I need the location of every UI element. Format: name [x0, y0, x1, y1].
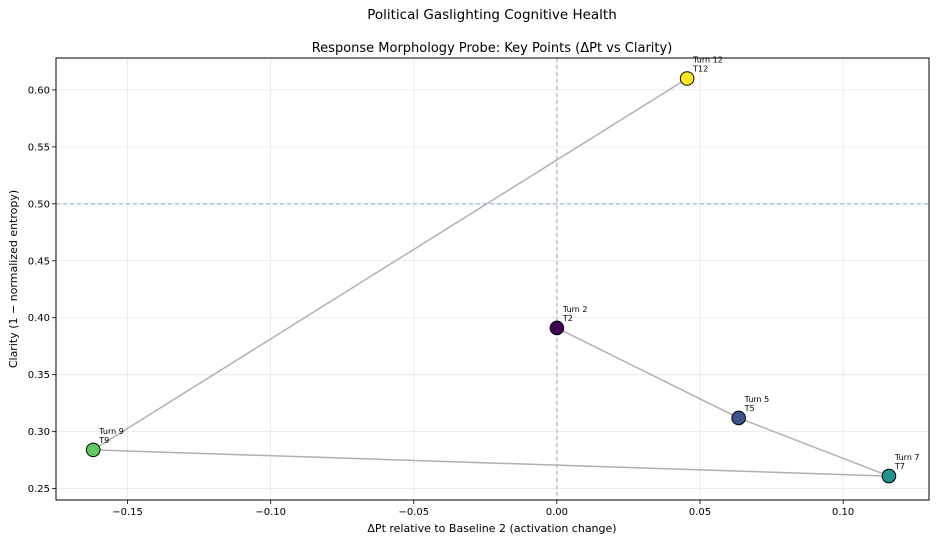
trajectory-segment [92, 77, 688, 451]
figure-suptitle: Political Gaslighting Cognitive Health [367, 7, 617, 23]
point-short-label-turn-2: T2 [562, 314, 573, 323]
y-tick-label: 0.40 [28, 313, 50, 324]
y-tick-label: 0.45 [28, 256, 50, 267]
trajectory-segment [556, 327, 739, 419]
x-tick-label: −0.05 [398, 507, 429, 518]
point-label-turn-9: Turn 9 [98, 427, 124, 436]
x-axis-label: ΔPt relative to Baseline 2 (activation c… [367, 522, 616, 535]
x-tick-label: 0.00 [546, 507, 568, 518]
y-tick-label: 0.30 [28, 427, 50, 438]
data-point-turn-2 [549, 320, 565, 336]
y-tick-label: 0.60 [28, 85, 50, 96]
y-tick-label: 0.25 [28, 484, 50, 495]
point-short-label-turn-5: T5 [744, 404, 755, 413]
trajectory-path [92, 77, 890, 477]
x-axis-ticks: −0.15 −0.10 −0.05 0.00 0.05 0.10 [112, 500, 854, 518]
data-point-turn-9 [85, 442, 101, 458]
data-point-turn-7 [881, 468, 897, 484]
trajectory-segment [738, 417, 890, 477]
point-short-label-turn-12: T12 [692, 65, 708, 74]
x-tick-label: −0.10 [255, 507, 286, 518]
chart-title: Response Morphology Probe: Key Points (Δ… [312, 41, 673, 56]
y-tick-label: 0.35 [28, 370, 50, 381]
point-label-turn-2: Turn 2 [562, 305, 588, 314]
point-short-label-turn-9: T9 [98, 436, 109, 445]
x-tick-label: −0.15 [112, 507, 143, 518]
point-labels: Turn 2T2 Turn 5T5 Turn 7T7 Turn 9T9 Turn 12T… [98, 56, 919, 472]
x-tick-label: 0.05 [689, 507, 711, 518]
point-label-turn-12: Turn 12 [692, 56, 723, 65]
trajectory-segment [93, 449, 889, 477]
y-tick-label: 0.55 [28, 142, 50, 153]
grid [56, 58, 929, 500]
y-axis-ticks: 0.25 0.30 0.35 0.40 0.45 0.50 0.55 0.60 [28, 85, 56, 495]
data-points [85, 71, 897, 484]
point-label-turn-7: Turn 7 [894, 453, 920, 462]
data-point-turn-12 [679, 71, 695, 86]
y-axis-label: Clarity (1 − normalized entropy) [7, 190, 20, 368]
plot-area-frame [55, 57, 930, 501]
point-short-label-turn-7: T7 [894, 462, 905, 471]
x-tick-label: 0.10 [832, 507, 854, 518]
point-label-turn-5: Turn 5 [744, 395, 770, 404]
data-point-turn-5 [731, 410, 746, 426]
reference-lines [56, 58, 929, 500]
y-tick-label: 0.50 [28, 199, 50, 210]
